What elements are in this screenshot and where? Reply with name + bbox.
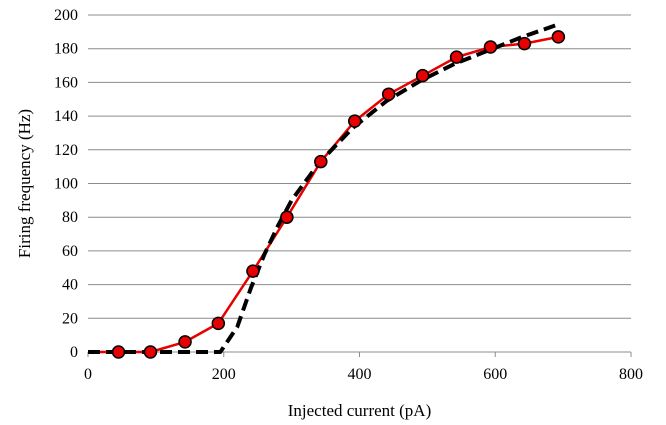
data-point-measured [111, 345, 126, 359]
series-line-measured [88, 35, 559, 354]
series-layer [88, 23, 566, 359]
y-tick-label: 120 [54, 142, 78, 159]
y-tick-label: 60 [62, 243, 78, 260]
x-tick-label: 600 [483, 366, 507, 383]
data-point-measured [551, 30, 566, 44]
x-tick-label: 800 [619, 366, 643, 383]
series-line-fit [88, 23, 557, 354]
data-point-measured [449, 50, 464, 64]
y-tick-labels: 0 20 40 60 80 100 120 140 160 180 200 [54, 7, 78, 361]
data-point-measured [143, 345, 158, 359]
data-point-measured [347, 114, 362, 128]
x-tick-labels: 0 200 400 600 800 [84, 366, 643, 383]
data-point-measured [415, 68, 430, 83]
y-tick-label: 200 [54, 7, 78, 24]
data-point-measured [178, 335, 192, 349]
data-point-measured [314, 154, 328, 169]
y-axis-title: Firing frequency (Hz) [15, 109, 34, 258]
data-point-measured [483, 40, 498, 54]
x-tick-label: 0 [84, 366, 92, 383]
x-tick-label: 400 [348, 366, 372, 383]
y-tick-label: 160 [54, 74, 78, 91]
y-tick-label: 80 [62, 209, 78, 226]
x-axis-title: Injected current (pA) [288, 401, 431, 420]
grid-lines [88, 14, 631, 319]
y-tick-label: 140 [54, 108, 78, 125]
data-point-measured [280, 210, 294, 224]
y-tick-label: 180 [54, 41, 78, 58]
y-tick-label: 20 [62, 310, 78, 327]
data-point-measured [517, 36, 532, 51]
y-tick-label: 40 [62, 277, 78, 294]
y-tick-label: 100 [54, 176, 78, 193]
data-point-measured [381, 87, 396, 101]
data-point-measured [246, 264, 260, 278]
y-tick-label: 0 [70, 344, 78, 361]
x-tick-label: 200 [212, 366, 236, 383]
data-point-measured [211, 316, 226, 331]
